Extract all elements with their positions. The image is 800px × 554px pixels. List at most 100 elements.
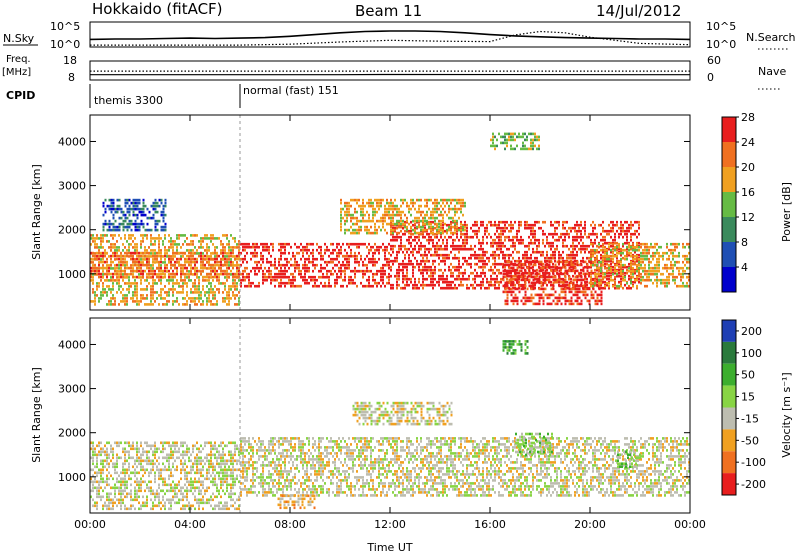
colorbar-swatch [722, 429, 736, 452]
region-4 [515, 432, 553, 457]
noise-series-group [89, 30, 691, 46]
xtick-label: 16:00 [474, 518, 506, 531]
region-4 [240, 242, 390, 288]
noise-right-tick-top: 10^5 [706, 20, 736, 33]
ytick-label: 4000 [58, 135, 86, 148]
freq-tick-bottom: 8 [68, 71, 75, 84]
power-heatmap [90, 115, 690, 310]
power-ylabel: Slant Range [km] [30, 164, 43, 260]
colorbar-swatch [722, 167, 736, 192]
colorbar-tick-label: 4 [741, 261, 748, 274]
colorbar-swatch [722, 267, 736, 292]
freq-panel-frame [89, 60, 691, 81]
power-colorbar-label: Power [dB] [780, 182, 793, 242]
colorbar-tick-label: 20 [741, 161, 755, 174]
colorbar-swatch [722, 217, 736, 242]
station-title: Hokkaido (fitACF) [92, 0, 223, 18]
noise-right-tick-bottom: 10^0 [706, 38, 736, 51]
colorbar-tick-label: -50 [741, 434, 759, 447]
colorbar-swatch [722, 473, 736, 495]
cpid-label: CPID [6, 89, 35, 102]
colorbar-tick-label: 8 [741, 236, 748, 249]
cpid-segment-1: themis 3300 [94, 94, 163, 107]
colorbar-swatch [722, 363, 736, 386]
ytick-label: 3000 [58, 180, 86, 193]
freq-nave-panel: Freq. [MHz] 18 8 60 0 Nave [2, 54, 786, 90]
ytick-label: 1000 [58, 268, 86, 281]
region-7 [502, 340, 529, 355]
colorbar-tick-label: 200 [741, 325, 762, 338]
xtick-label: 00:00 [74, 518, 106, 531]
freq-tick-top: 18 [63, 54, 77, 67]
region-6 [502, 260, 603, 306]
xtick-label: 12:00 [374, 518, 406, 531]
colorbar-frame [721, 116, 737, 293]
ytick-label: 2000 [58, 224, 86, 237]
region-3 [102, 198, 167, 232]
region-8 [340, 198, 466, 235]
cpid-segment-2: normal (fast) 151 [243, 84, 339, 97]
xtick-label: 04:00 [174, 518, 206, 531]
xtick-label: 00:00 [674, 518, 706, 531]
colorbar-tick-label: 16 [741, 186, 755, 199]
colorbar-swatch [722, 341, 736, 364]
xaxis-label: Time UT [366, 541, 412, 554]
colorbar-swatch [722, 385, 736, 408]
ytick-label: 2000 [58, 427, 86, 440]
region-2 [240, 437, 690, 497]
colorbar-tick-label: -200 [741, 478, 766, 491]
region-7 [590, 242, 690, 288]
colorbar-swatch [722, 407, 736, 430]
freq-unit-label: [MHz] [2, 67, 31, 78]
freq-series-group [90, 70, 691, 76]
colorbar-swatch [722, 242, 736, 267]
colorbar-swatch [722, 117, 736, 142]
region-3 [352, 401, 453, 426]
colorbar-tick-label: 100 [741, 347, 762, 360]
region-5 [615, 450, 641, 468]
nave-tick-bottom: 0 [707, 71, 714, 84]
region-2 [90, 251, 240, 279]
noise-right-label: N.Search [746, 31, 796, 44]
region-1 [90, 441, 240, 511]
colorbar-tick-label: 12 [741, 211, 755, 224]
region-9 [490, 132, 540, 151]
colorbar-tick-label: -100 [741, 456, 766, 469]
colorbar-swatch [722, 451, 736, 474]
velocity-heatmap [90, 318, 690, 513]
noise-panel-frame [89, 21, 691, 48]
xtick-label: 08:00 [274, 518, 306, 531]
xtick-label: 20:00 [574, 518, 606, 531]
beam-title: Beam 11 [355, 2, 422, 20]
cpid-panel: CPID themis 3300 normal (fast) 151 [6, 84, 339, 108]
colorbar-frame [721, 319, 737, 496]
ytick-label: 4000 [58, 338, 86, 351]
colorbar-swatch [722, 192, 736, 217]
noise-left-tick-bottom: 10^0 [50, 38, 80, 51]
velocity-yticks: 1000 2000 3000 4000 [58, 338, 690, 484]
freq-label: Freq. [6, 54, 31, 65]
power-panel: Slant Range [km] 1000 2000 3000 4000 4 8 12 16… [30, 111, 793, 311]
power-yticks: 1000 2000 3000 4000 [58, 135, 690, 281]
colorbar-tick-label: -15 [741, 412, 759, 425]
noise-left-tick-top: 10^5 [50, 20, 80, 33]
noise-panel: N.Sky 10^5 10^0 10^5 10^0 N.Search [3, 20, 796, 51]
colorbar-tick-label: 15 [741, 391, 755, 404]
colorbar-swatch [722, 320, 736, 342]
colorbar-swatch [722, 142, 736, 167]
colorbar-tick-label: 24 [741, 136, 755, 149]
power-colorbar: 4 8 12 16 20 24 28 [721, 111, 755, 293]
noise-series-n-search [90, 30, 691, 46]
noise-series-n-sky [89, 30, 691, 41]
ytick-label: 1000 [58, 471, 86, 484]
noise-left-label: N.Sky [3, 32, 35, 45]
ytick-label: 3000 [58, 383, 86, 396]
date-title: 14/Jul/2012 [596, 2, 681, 20]
colorbar-tick-label: 50 [741, 369, 755, 382]
nave-label: Nave [758, 65, 786, 78]
region-6 [277, 494, 316, 510]
nave-tick-top: 60 [707, 54, 721, 67]
colorbar-tick-label: 28 [741, 111, 755, 124]
